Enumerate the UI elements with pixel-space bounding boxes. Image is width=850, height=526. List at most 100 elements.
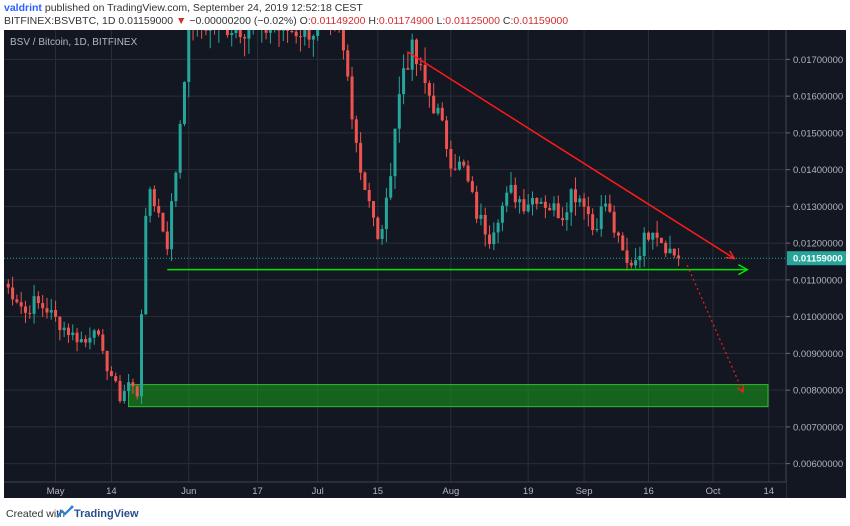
time-tick-label: 17 xyxy=(252,486,263,497)
low-value: 0.01125000 xyxy=(445,15,500,27)
candle-body xyxy=(655,232,659,238)
drawings xyxy=(4,51,786,394)
time-tick-label: Aug xyxy=(442,486,459,497)
publish-info-bar: valdrint published on TradingView.com, S… xyxy=(0,0,850,30)
candle-body xyxy=(32,296,36,314)
candle-body xyxy=(354,119,358,143)
candle-body xyxy=(638,256,642,261)
projection-path xyxy=(686,264,744,393)
candle-body xyxy=(105,350,109,372)
author-name[interactable]: valdrint xyxy=(4,2,42,14)
ohlc-line: BITFINEX:BSVBTC, 1D 0.01159000 ▼ −0.0000… xyxy=(4,15,568,27)
candle-body xyxy=(341,30,345,51)
candle-body xyxy=(234,30,238,33)
candle-body xyxy=(505,192,509,206)
candle-body xyxy=(225,30,229,35)
candle-body xyxy=(595,228,599,230)
open-label: O: xyxy=(299,15,311,27)
candle-body xyxy=(286,30,290,31)
candle-body xyxy=(608,203,612,212)
candle-body xyxy=(518,199,522,203)
candle-body xyxy=(148,189,152,216)
candle-body xyxy=(475,191,479,219)
candle-body xyxy=(625,250,629,263)
candle-body xyxy=(294,31,298,37)
candle-body xyxy=(238,30,242,38)
candle-body xyxy=(376,217,380,239)
candle-body xyxy=(393,128,397,177)
candle-body xyxy=(350,76,354,120)
candle-body xyxy=(204,30,208,31)
candle-body xyxy=(414,39,418,65)
candle-body xyxy=(36,296,40,304)
candle-body xyxy=(634,260,638,266)
candle-body xyxy=(651,232,655,240)
candle-body xyxy=(445,120,449,150)
candle-body xyxy=(672,248,676,256)
trendline-arrowhead xyxy=(725,250,736,260)
candle-body xyxy=(114,376,118,382)
resistance-trendline xyxy=(407,51,735,260)
candle-body xyxy=(139,314,143,397)
candle-body xyxy=(71,332,75,336)
candle-body xyxy=(599,206,603,229)
candle-body xyxy=(208,30,212,31)
candle-body xyxy=(440,107,444,121)
time-tick-label: May xyxy=(47,486,65,497)
candle-body xyxy=(66,327,70,336)
candle-body xyxy=(131,382,135,387)
candle-body xyxy=(118,381,122,402)
candle-body xyxy=(84,339,88,343)
candle-body xyxy=(389,176,393,198)
candle-body xyxy=(397,94,401,129)
candle-body xyxy=(11,287,15,300)
tradingview-logo-icon[interactable] xyxy=(56,505,74,519)
candle-body xyxy=(659,237,663,243)
candle-body xyxy=(178,124,182,173)
price-tick-label: 0.01300000 xyxy=(793,202,843,213)
candle-body xyxy=(677,255,681,259)
candle-body xyxy=(15,299,19,303)
candle-body xyxy=(488,234,492,245)
time-axis[interactable]: May 14 Jun 17 Jul 15 Aug 19 Sep 16 Oct 14 xyxy=(4,481,786,498)
candle-body xyxy=(281,30,285,31)
time-tick-label: Sep xyxy=(576,486,593,497)
time-tick-label: 16 xyxy=(643,486,654,497)
candle-body xyxy=(462,161,466,166)
price-chart[interactable]: BSV / Bitcoin, 1D, BITFINEX 0.017000000.… xyxy=(4,30,846,498)
candle-body xyxy=(668,248,672,254)
candle-body xyxy=(230,32,234,35)
candle-body xyxy=(573,189,577,203)
candle-body xyxy=(642,232,646,257)
tradingview-brand[interactable]: TradingView xyxy=(74,508,139,520)
down-arrow-icon: ▼ xyxy=(176,15,187,27)
candle-body xyxy=(492,232,496,245)
candles xyxy=(6,30,681,405)
low-label: L: xyxy=(436,15,446,27)
candle-body xyxy=(135,386,139,397)
candle-body xyxy=(535,198,539,204)
candle-body xyxy=(122,391,126,402)
price-axis[interactable]: 0.01700000 0.01600000 0.01500000 0.01400000… xyxy=(785,30,846,498)
candle-body xyxy=(522,199,526,212)
time-tick-label: Jul xyxy=(312,486,324,497)
candle-body xyxy=(561,218,565,221)
candle-body xyxy=(316,30,320,37)
candle-body xyxy=(187,30,191,82)
footer-bar: Created with TradingView xyxy=(0,500,850,526)
price-change: −0.00000200 (−0.02%) xyxy=(189,15,297,27)
candle-body xyxy=(569,189,573,213)
price-tick-label: 0.01200000 xyxy=(793,239,843,250)
candle-body xyxy=(88,337,92,343)
candle-body xyxy=(170,201,174,250)
candle-body xyxy=(664,242,668,254)
price-tick-label: 0.01400000 xyxy=(793,165,843,176)
candle-body xyxy=(311,36,315,40)
candle-body xyxy=(79,339,83,343)
candle-body xyxy=(436,107,440,114)
published-text: published on TradingView.com, September … xyxy=(44,2,363,14)
candle-body xyxy=(298,36,302,38)
price-tick-label: 0.01100000 xyxy=(793,275,843,286)
candle-body xyxy=(616,232,620,236)
candle-body xyxy=(483,214,487,235)
